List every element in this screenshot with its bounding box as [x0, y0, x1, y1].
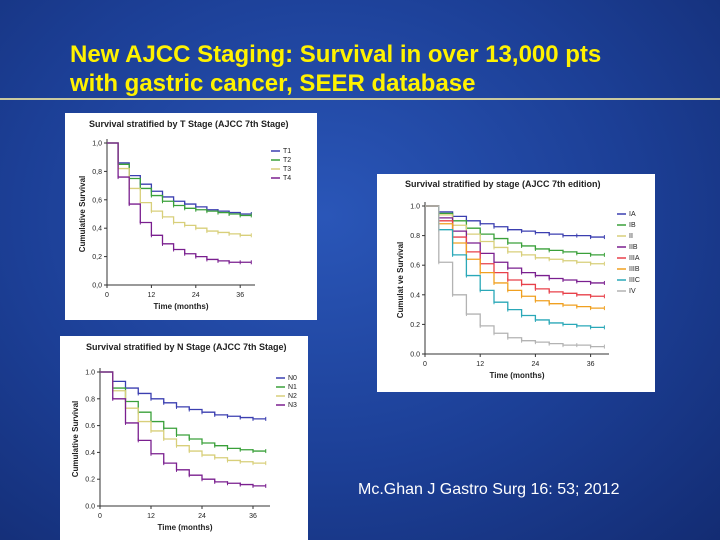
- legend-label-t1: T1: [283, 148, 291, 155]
- citation-text: Mc.Ghan J Gastro Surg 16: 53; 2012: [358, 481, 620, 498]
- survival-curve-n2: [100, 371, 266, 464]
- y-tick-label: 0.8: [410, 233, 420, 240]
- survival-curve-ii: [425, 205, 605, 265]
- x-tick-label: 36: [587, 361, 595, 368]
- legend-label-t2: T2: [283, 157, 291, 164]
- survival-curve-iiia: [425, 205, 605, 297]
- legend-label-iiia: IIIA: [629, 255, 640, 262]
- x-tick-label: 12: [147, 513, 155, 520]
- y-tick-label: 0.8: [85, 396, 95, 403]
- legend-label-n2: N2: [288, 393, 297, 400]
- y-tick-label: 0.6: [85, 423, 95, 430]
- t-stage-chart: Survival stratified by T Stage (AJCC 7th…: [78, 119, 291, 311]
- y-tick-label: 1.0: [410, 204, 420, 211]
- survival-curve-n3: [100, 371, 266, 487]
- legend-label-n1: N1: [288, 384, 297, 391]
- legend-label-ia: IA: [629, 211, 636, 218]
- slide-title: New AJCC Staging: Survival in over 13,00…: [70, 40, 710, 98]
- y-tick-label: 0.2: [410, 322, 420, 329]
- y-tick-label: 1,0: [92, 141, 102, 148]
- y-tick-label: 0.6: [410, 263, 420, 270]
- y-tick-label: 0,6: [92, 197, 102, 204]
- x-tick-label: 36: [249, 513, 257, 520]
- chart-title: Survival stratified by T Stage (AJCC 7th…: [89, 119, 289, 129]
- survival-curve-iib: [425, 205, 605, 284]
- legend-label-n0: N0: [288, 375, 297, 382]
- chart-title: Survival stratified by stage (AJCC 7th e…: [405, 179, 601, 189]
- survival-curve-n0: [100, 371, 266, 420]
- y-tick-label: 0,4: [92, 226, 102, 233]
- x-tick-label: 12: [148, 292, 156, 299]
- legend-label-ii: II: [629, 233, 633, 240]
- survival-curve-t4: [107, 142, 252, 263]
- y-tick-label: 0.0: [85, 504, 95, 511]
- x-axis-label: Time (months): [158, 523, 213, 532]
- x-tick-label: 24: [198, 513, 206, 520]
- survival-curve-iiib: [425, 205, 605, 309]
- x-tick-label: 0: [423, 361, 427, 368]
- legend-label-iib: IIB: [629, 244, 638, 251]
- x-tick-label: 12: [476, 361, 484, 368]
- legend-label-iiic: IIIC: [629, 277, 640, 284]
- slide-title-line-1: New AJCC Staging: Survival in over 13,00…: [70, 41, 602, 68]
- legend-label-iiib: IIIB: [629, 266, 640, 273]
- y-axis-label: Cumulative Survival: [71, 401, 80, 477]
- legend-label-iv: IV: [629, 288, 636, 295]
- x-axis-label: Time (months): [490, 371, 545, 380]
- x-tick-label: 36: [236, 292, 244, 299]
- n-stage-chart-panel: Survival stratified by N Stage (AJCC 7th…: [60, 336, 308, 540]
- n-stage-chart: Survival stratified by N Stage (AJCC 7th…: [71, 342, 297, 532]
- y-tick-label: 1.0: [85, 370, 95, 377]
- y-tick-label: 0.0: [410, 352, 420, 359]
- legend-label-t3: T3: [283, 166, 291, 173]
- y-tick-label: 0.2: [85, 477, 95, 484]
- y-tick-label: 0.4: [410, 292, 420, 299]
- y-tick-label: 0,2: [92, 254, 102, 261]
- y-tick-label: 0,0: [92, 283, 102, 290]
- x-tick-label: 0: [98, 513, 102, 520]
- title-underline: [0, 98, 720, 100]
- survival-curve-t2: [107, 142, 252, 217]
- t-stage-chart-panel: Survival stratified by T Stage (AJCC 7th…: [65, 113, 317, 320]
- x-tick-label: 24: [532, 361, 540, 368]
- survival-curve-ib: [425, 205, 605, 256]
- x-axis-label: Time (months): [154, 302, 209, 311]
- overall-stage-chart: Survival stratified by stage (AJCC 7th e…: [396, 179, 640, 380]
- survival-curve-t1: [107, 142, 252, 215]
- survival-curve-n1: [100, 371, 266, 452]
- survival-curve-t3: [107, 142, 252, 236]
- y-tick-label: 0,8: [92, 169, 102, 176]
- legend-label-ib: IB: [629, 222, 636, 229]
- survival-curve-iiic: [425, 205, 605, 329]
- y-axis-label: Cumulative Survival: [78, 176, 87, 252]
- y-tick-label: 0.4: [85, 450, 95, 457]
- survival-curve-ia: [425, 205, 605, 238]
- legend-label-t4: T4: [283, 175, 291, 182]
- chart-title: Survival stratified by N Stage (AJCC 7th…: [86, 342, 287, 352]
- overall-stage-chart-panel: Survival stratified by stage (AJCC 7th e…: [377, 174, 655, 392]
- y-axis-label: Cumulat ve Survival: [396, 242, 405, 318]
- slide-title-line-2: with gastric cancer, SEER database: [70, 70, 476, 97]
- legend-label-n3: N3: [288, 402, 297, 409]
- x-tick-label: 0: [105, 292, 109, 299]
- x-tick-label: 24: [192, 292, 200, 299]
